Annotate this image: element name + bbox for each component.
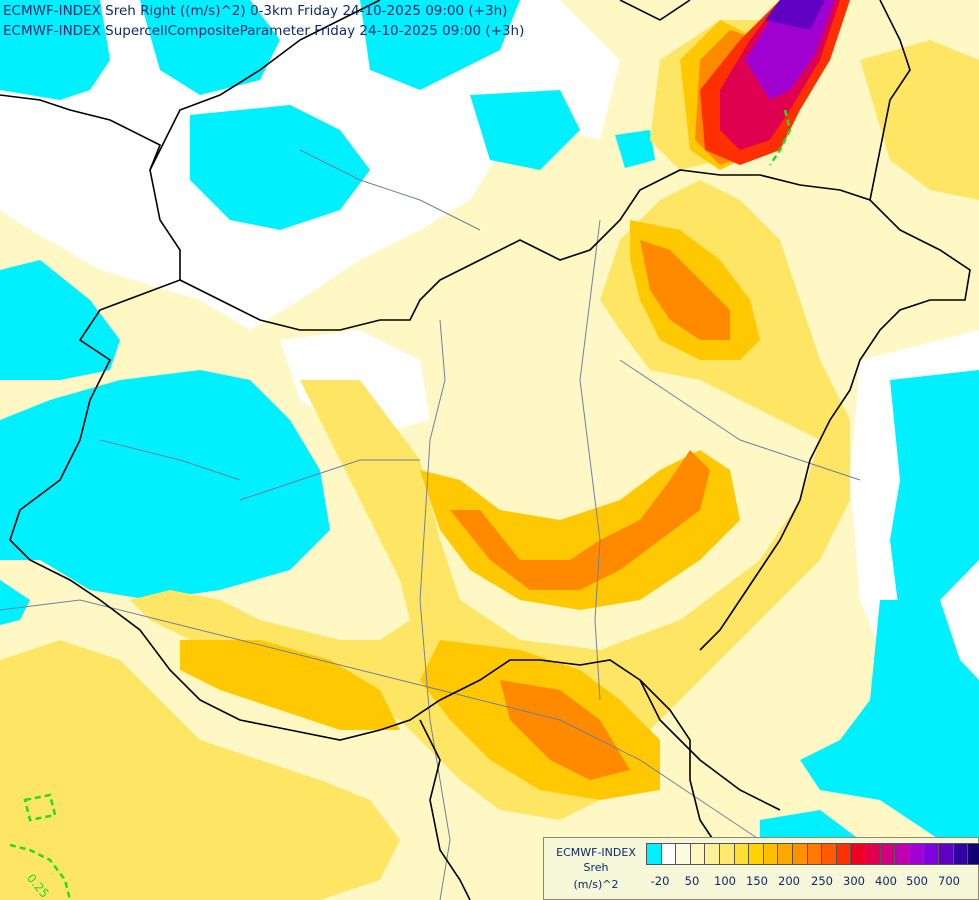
legend-swatch xyxy=(660,843,677,865)
legend-swatch xyxy=(704,843,721,865)
legend-swatch xyxy=(850,843,867,865)
header-line-sreh: ECMWF-INDEX Sreh Right ((m/s)^2) 0-3km F… xyxy=(3,3,508,19)
legend-tick-label: 500 xyxy=(906,874,928,888)
legend-swatch xyxy=(865,843,881,865)
legend-swatch xyxy=(835,843,852,865)
legend-tick-label: 200 xyxy=(778,874,800,888)
legend-tick-label: 150 xyxy=(746,874,768,888)
legend-swatch xyxy=(894,843,911,865)
legend-swatch xyxy=(821,843,838,865)
legend-swatch xyxy=(675,843,692,865)
legend-swatch xyxy=(792,843,808,865)
legend-tick-label: 300 xyxy=(843,874,865,888)
legend-title: ECMWF-INDEX xyxy=(556,846,636,859)
legend-swatch xyxy=(748,843,765,865)
rivers xyxy=(0,149,861,900)
legend-swatch xyxy=(806,843,823,865)
scp-contours xyxy=(9,109,792,900)
legend-variable: Sreh xyxy=(583,861,609,874)
color-legend: ECMWF-INDEX Sreh (m/s)^2 -20 50 100 150 200 2… xyxy=(543,837,979,900)
legend-swatch xyxy=(879,843,896,865)
legend-tick-label: 100 xyxy=(714,874,736,888)
legend-tick-label: 250 xyxy=(811,874,833,888)
legend-swatch xyxy=(762,843,779,865)
legend-swatch xyxy=(646,843,662,865)
legend-swatch xyxy=(967,843,979,865)
extreme-sreh-peak xyxy=(700,0,850,165)
legend-swatch xyxy=(938,843,954,865)
legend-tick-label: 700 xyxy=(938,874,960,888)
legend-swatch xyxy=(952,843,969,865)
header-line-scp: ECMWF-INDEX SupercellCompositeParameter … xyxy=(3,23,525,39)
legend-tick-label: 400 xyxy=(875,874,897,888)
legend-swatch xyxy=(908,843,925,865)
legend-swatch xyxy=(923,843,940,865)
legend-unit: (m/s)^2 xyxy=(573,878,619,891)
legend-swatch xyxy=(733,843,750,865)
legend-swatch xyxy=(777,843,794,865)
legend-tick-label: -20 xyxy=(650,874,670,888)
legend-swatch xyxy=(689,843,706,865)
legend-tick-label: 50 xyxy=(684,874,700,888)
legend-swatch xyxy=(719,843,735,865)
